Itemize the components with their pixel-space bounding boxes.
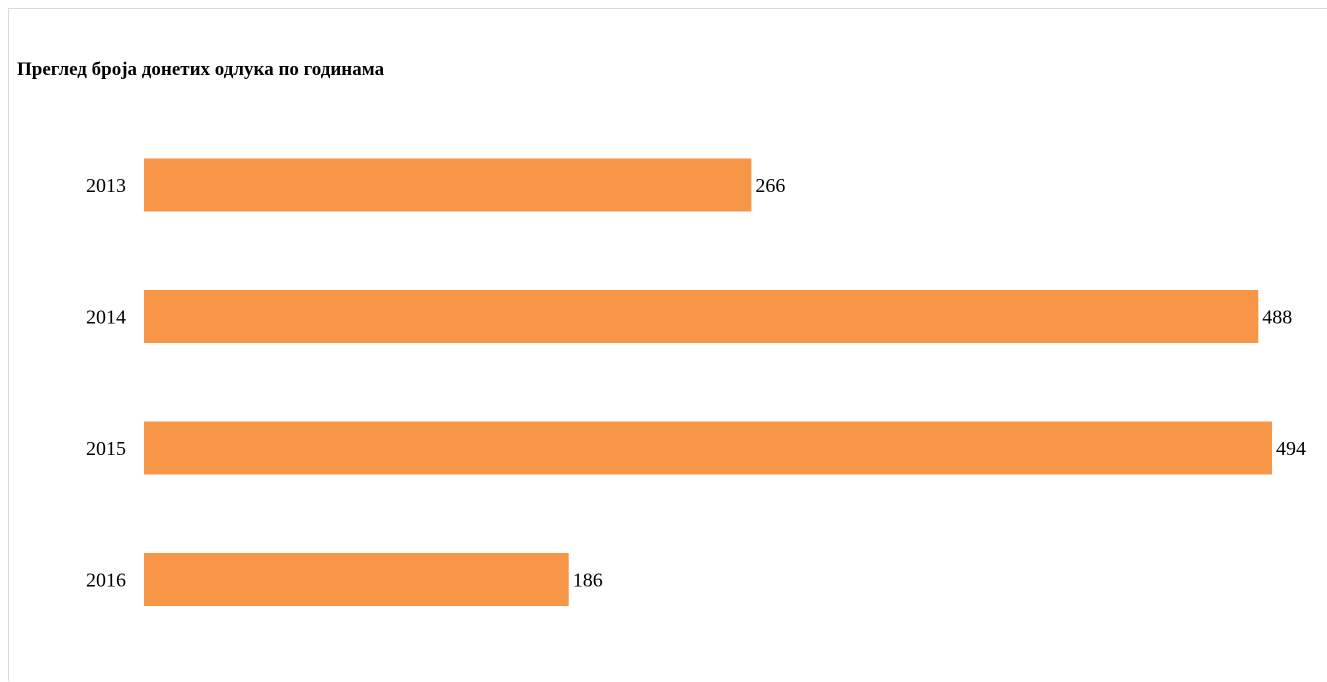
bar-2013 xyxy=(144,158,752,212)
bar-2015 xyxy=(144,421,1272,475)
bar-2016 xyxy=(144,553,569,606)
chart-frame: Преглед броја донетих одлука по годинама… xyxy=(8,8,1327,681)
chart-title: Преглед броја донетих одлука по годинама xyxy=(17,59,385,80)
category-label-2013: 2013 xyxy=(86,175,126,197)
bar-chart: 2013 266 2014 488 2015 494 2016 186 xyxy=(86,158,1306,606)
data-label-2013: 266 xyxy=(755,175,785,197)
bar-2014 xyxy=(144,290,1259,343)
data-label-2014: 488 xyxy=(1262,307,1292,329)
data-label-2016: 186 xyxy=(573,570,603,592)
category-label-2014: 2014 xyxy=(86,307,126,329)
data-label-2015: 494 xyxy=(1276,438,1306,460)
category-label-2016: 2016 xyxy=(86,570,126,592)
category-label-2015: 2015 xyxy=(86,438,126,460)
